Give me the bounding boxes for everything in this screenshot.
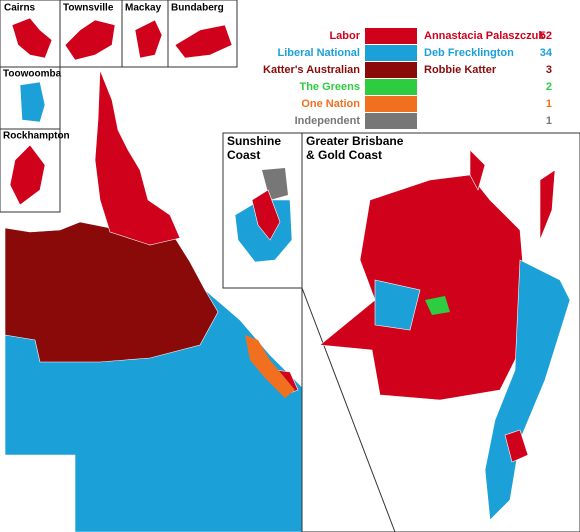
legend-swatch (365, 79, 417, 95)
inset-shape (9, 144, 46, 206)
legend-leader: Deb Frecklington (424, 47, 514, 59)
legend-party: Katter's Australian (263, 64, 360, 76)
inset-shape (425, 296, 450, 315)
inset-label: Sunshine (227, 134, 281, 148)
legend-swatch (365, 96, 417, 112)
inset-shape (539, 169, 556, 241)
region-kap (4, 221, 219, 363)
inset-shape (11, 17, 53, 59)
inset-label: Rockhampton (3, 131, 70, 142)
inset-label: Coast (227, 148, 260, 162)
legend-seats: 2 (546, 81, 552, 93)
legend-party: The Greens (299, 81, 360, 93)
legend-party: Independent (295, 115, 361, 127)
inset-shape (504, 429, 529, 463)
inset-shape (469, 149, 486, 191)
legend-swatch (365, 62, 417, 78)
legend-swatch (365, 28, 417, 44)
legend-party: One Nation (301, 98, 360, 110)
legend-swatch (365, 45, 417, 61)
legend-leader: Annastacia Palaszczuk (424, 30, 545, 42)
legend-seats: 3 (546, 64, 552, 76)
legend-party: Liberal National (277, 47, 360, 59)
inset-label: & Gold Coast (306, 148, 382, 162)
inset-shape (374, 279, 421, 331)
legend-seats: 34 (540, 47, 553, 59)
legend-party: Labor (329, 30, 360, 42)
region-labor (94, 69, 181, 246)
legend-seats: 1 (546, 115, 552, 127)
legend-seats: 1 (546, 98, 552, 110)
connector (301, 287, 396, 532)
inset-label: Townsville (63, 3, 114, 14)
inset-shape (64, 19, 116, 61)
inset-shape (19, 81, 46, 123)
inset-label: Toowoomba (3, 69, 62, 80)
inset-shape (484, 259, 571, 521)
region-on (245, 335, 295, 398)
legend-swatch (365, 113, 417, 129)
inset-label: Greater Brisbane (306, 134, 404, 148)
legend-seats: 52 (540, 30, 552, 42)
inset-shape (174, 24, 233, 59)
inset-shape (134, 19, 163, 59)
inset-shape (251, 189, 281, 241)
inset-label: Bundaberg (171, 3, 224, 14)
inset-label: Cairns (4, 3, 36, 14)
inset-label: Mackay (125, 3, 162, 14)
legend-leader: Robbie Katter (424, 64, 497, 76)
